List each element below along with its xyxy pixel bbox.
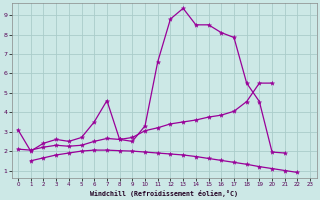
X-axis label: Windchill (Refroidissement éolien,°C): Windchill (Refroidissement éolien,°C) bbox=[90, 190, 238, 197]
